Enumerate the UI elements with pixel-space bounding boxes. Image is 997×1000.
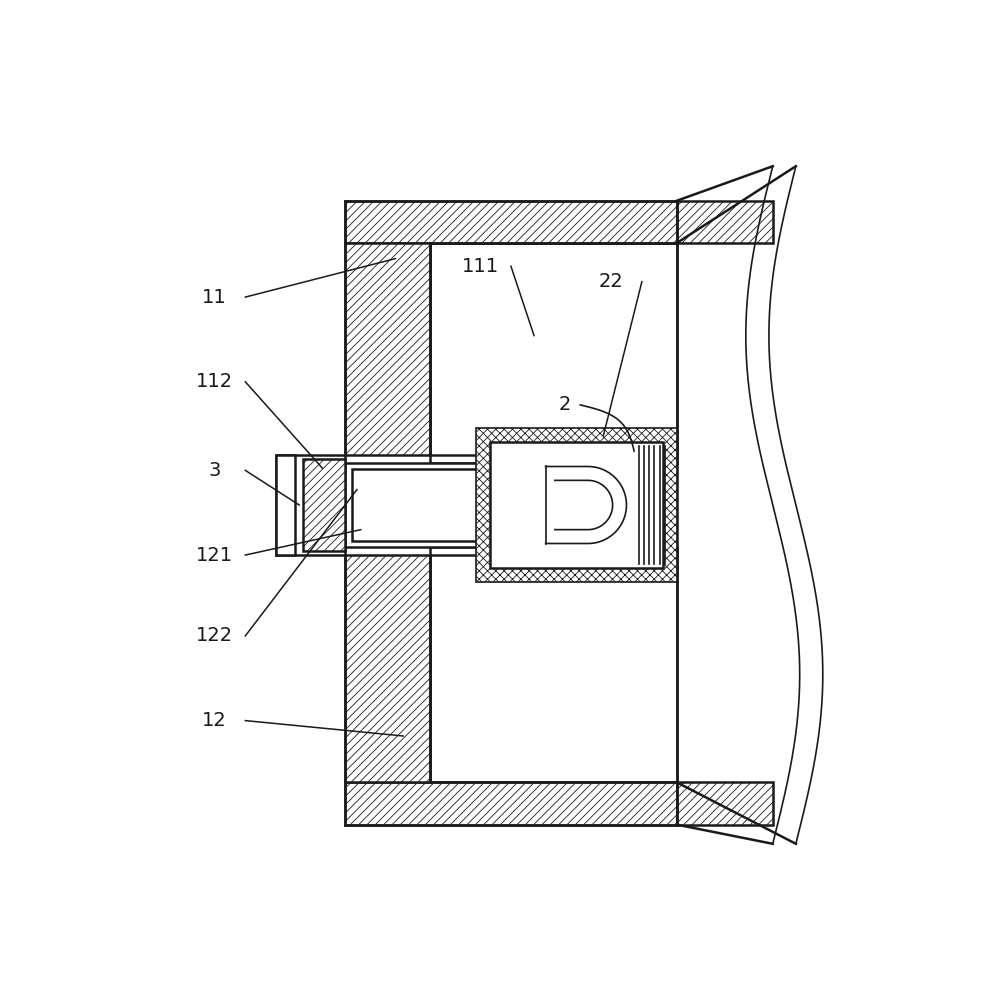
Bar (677, 782, 773, 825)
Bar (430, 243, 677, 463)
Bar (477, 428, 677, 582)
Text: 3: 3 (208, 461, 220, 480)
Bar (303, 459, 345, 551)
Bar (276, 455, 534, 555)
Text: 122: 122 (196, 626, 233, 645)
Bar (345, 463, 534, 547)
Bar (276, 455, 295, 555)
Bar (345, 782, 677, 825)
Text: 121: 121 (196, 546, 233, 565)
Bar (345, 547, 430, 782)
Text: 112: 112 (196, 372, 233, 391)
Text: 22: 22 (598, 272, 623, 291)
Text: 11: 11 (202, 288, 227, 307)
Text: 12: 12 (202, 711, 227, 730)
Text: 2: 2 (558, 395, 571, 414)
Text: 111: 111 (462, 257, 498, 276)
Bar (345, 243, 430, 463)
Bar (677, 201, 773, 243)
Bar (491, 442, 663, 568)
Bar (352, 469, 527, 541)
Bar (345, 201, 677, 243)
Bar (430, 547, 677, 782)
